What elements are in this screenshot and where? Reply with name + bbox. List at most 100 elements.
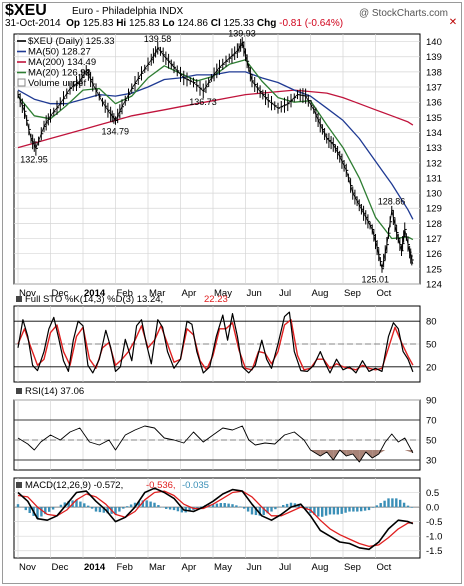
x-tick-label: May xyxy=(214,562,232,573)
y-tick-label: 0.0 xyxy=(426,503,439,514)
y-tick-label: 50 xyxy=(426,340,437,351)
histogram-bar xyxy=(188,507,191,512)
histogram-bar xyxy=(363,507,367,511)
histogram-bar xyxy=(332,507,336,515)
macd-x-axis: Nov Dec 2014 Feb Mar Apr May Jun Jul Aug Sep Oct xyxy=(19,562,392,573)
legend-label-macd: MACD(12,26,9) -0.572, xyxy=(25,480,123,491)
y-tick-label: 130 xyxy=(426,189,442,200)
histogram-bar xyxy=(129,504,133,508)
x-tick-label: Apr xyxy=(182,562,197,573)
histogram-bar xyxy=(40,507,43,517)
y-tick-label: 30 xyxy=(426,456,437,467)
histogram-bar xyxy=(176,507,180,512)
high-label: Hi xyxy=(116,18,127,29)
x-tick-label: Jun xyxy=(247,288,262,299)
series-ma50-line xyxy=(17,71,414,220)
x-tick-label: Aug xyxy=(312,288,329,299)
price-annotation: 139.93 xyxy=(228,29,256,39)
histogram-bar xyxy=(270,507,273,512)
histogram-bar xyxy=(79,501,82,508)
histogram-bar xyxy=(83,503,86,508)
histogram-bar xyxy=(285,503,289,508)
histogram-bar xyxy=(402,502,406,508)
volume-legend-swatch xyxy=(17,78,26,87)
histogram-bar xyxy=(106,507,109,514)
histogram-bar xyxy=(223,503,226,508)
price-y-axis: 124 125 126 127 128 129 130 131 132 133 134 135 136 1… xyxy=(14,37,442,291)
y-tick-label: 126 xyxy=(426,249,442,260)
price-annotation: 136.73 xyxy=(189,97,217,107)
rsi-fill-segment xyxy=(404,450,413,453)
histogram-bar xyxy=(102,507,105,513)
quote-date: 31-Oct-2014 xyxy=(5,18,61,29)
legend-label: MA(200) 134.49 xyxy=(28,57,96,68)
change-value: -0.81 (-0.64%) xyxy=(279,18,344,29)
y-tick-label: 70 xyxy=(426,416,437,427)
x-tick-label: 2014 xyxy=(84,562,106,573)
price-annotation: 134.79 xyxy=(102,127,130,137)
close-x-icon[interactable]: ✕ xyxy=(448,17,458,28)
histogram-bar xyxy=(371,507,375,508)
rsi-fill-segment xyxy=(372,450,379,458)
histogram-bar xyxy=(395,498,398,508)
histogram-bar xyxy=(383,500,386,508)
histogram-bar xyxy=(75,499,78,508)
legend-swatch xyxy=(16,482,22,488)
x-tick-label: Dec xyxy=(52,562,69,573)
histogram-bar xyxy=(352,507,355,512)
histogram-bar xyxy=(211,504,215,508)
histogram-bar xyxy=(137,501,141,508)
y-tick-label: 132 xyxy=(426,158,442,169)
y-tick-label: -0.5 xyxy=(426,517,442,528)
histogram-bar xyxy=(24,507,27,511)
legend-label: MA(20) 126.93 xyxy=(28,68,91,79)
histogram-bar xyxy=(348,507,351,512)
histogram-bar xyxy=(165,507,168,509)
series-macd-signal-line xyxy=(17,490,413,548)
legend-label: $XEU (Daily) 125.33 xyxy=(28,36,115,47)
histogram-bar xyxy=(375,505,378,508)
histogram-bar xyxy=(328,507,332,515)
close-label: Cl xyxy=(210,18,221,29)
legend-label-hist: -0.035 xyxy=(182,480,209,491)
histogram-bar xyxy=(36,507,39,519)
histogram-bar xyxy=(114,507,117,515)
price-annotation: 125.01 xyxy=(362,275,390,285)
histogram-bar xyxy=(321,507,324,517)
y-tick-label: 125 xyxy=(426,264,442,275)
y-tick-label: 135 xyxy=(426,113,442,124)
histogram-bar xyxy=(313,507,316,515)
histogram-bar xyxy=(246,507,250,512)
y-tick-label: -1.5 xyxy=(426,546,442,557)
histogram-bar xyxy=(336,507,339,515)
open-label: Op xyxy=(66,18,81,29)
histogram-bar xyxy=(399,499,402,508)
histogram-bar xyxy=(28,507,31,514)
histogram-bar xyxy=(59,504,63,508)
histogram-bar xyxy=(153,502,156,508)
y-tick-label: 136 xyxy=(426,98,442,109)
y-tick-label: 128 xyxy=(426,219,442,230)
price-annotation: 128.86 xyxy=(378,196,406,206)
histogram-bar xyxy=(180,507,183,513)
legend-label: MA(50) 128.27 xyxy=(28,47,91,58)
y-tick-label: 133 xyxy=(426,143,442,154)
rsi-fill-segment xyxy=(320,450,327,456)
x-tick-label: Nov xyxy=(19,288,36,299)
high-value: 125.83 xyxy=(128,18,160,29)
histogram-bar xyxy=(239,506,242,508)
histogram-bar xyxy=(94,507,98,512)
x-tick-label: Jun xyxy=(247,562,262,573)
histogram-bar xyxy=(410,507,414,508)
x-tick-label: Oct xyxy=(377,288,392,299)
y-tick-label: 90 xyxy=(426,396,437,407)
histogram-bar xyxy=(324,507,328,516)
histogram-bar xyxy=(254,507,258,516)
y-tick-label: 20 xyxy=(426,362,437,373)
x-tick-label: Sep xyxy=(344,562,361,573)
low-label: Lo xyxy=(162,18,175,29)
histogram-bar xyxy=(149,501,152,508)
change-label: Chg xyxy=(256,18,277,29)
rsi-legend-label: RSI(14) 37.06 xyxy=(25,386,84,397)
